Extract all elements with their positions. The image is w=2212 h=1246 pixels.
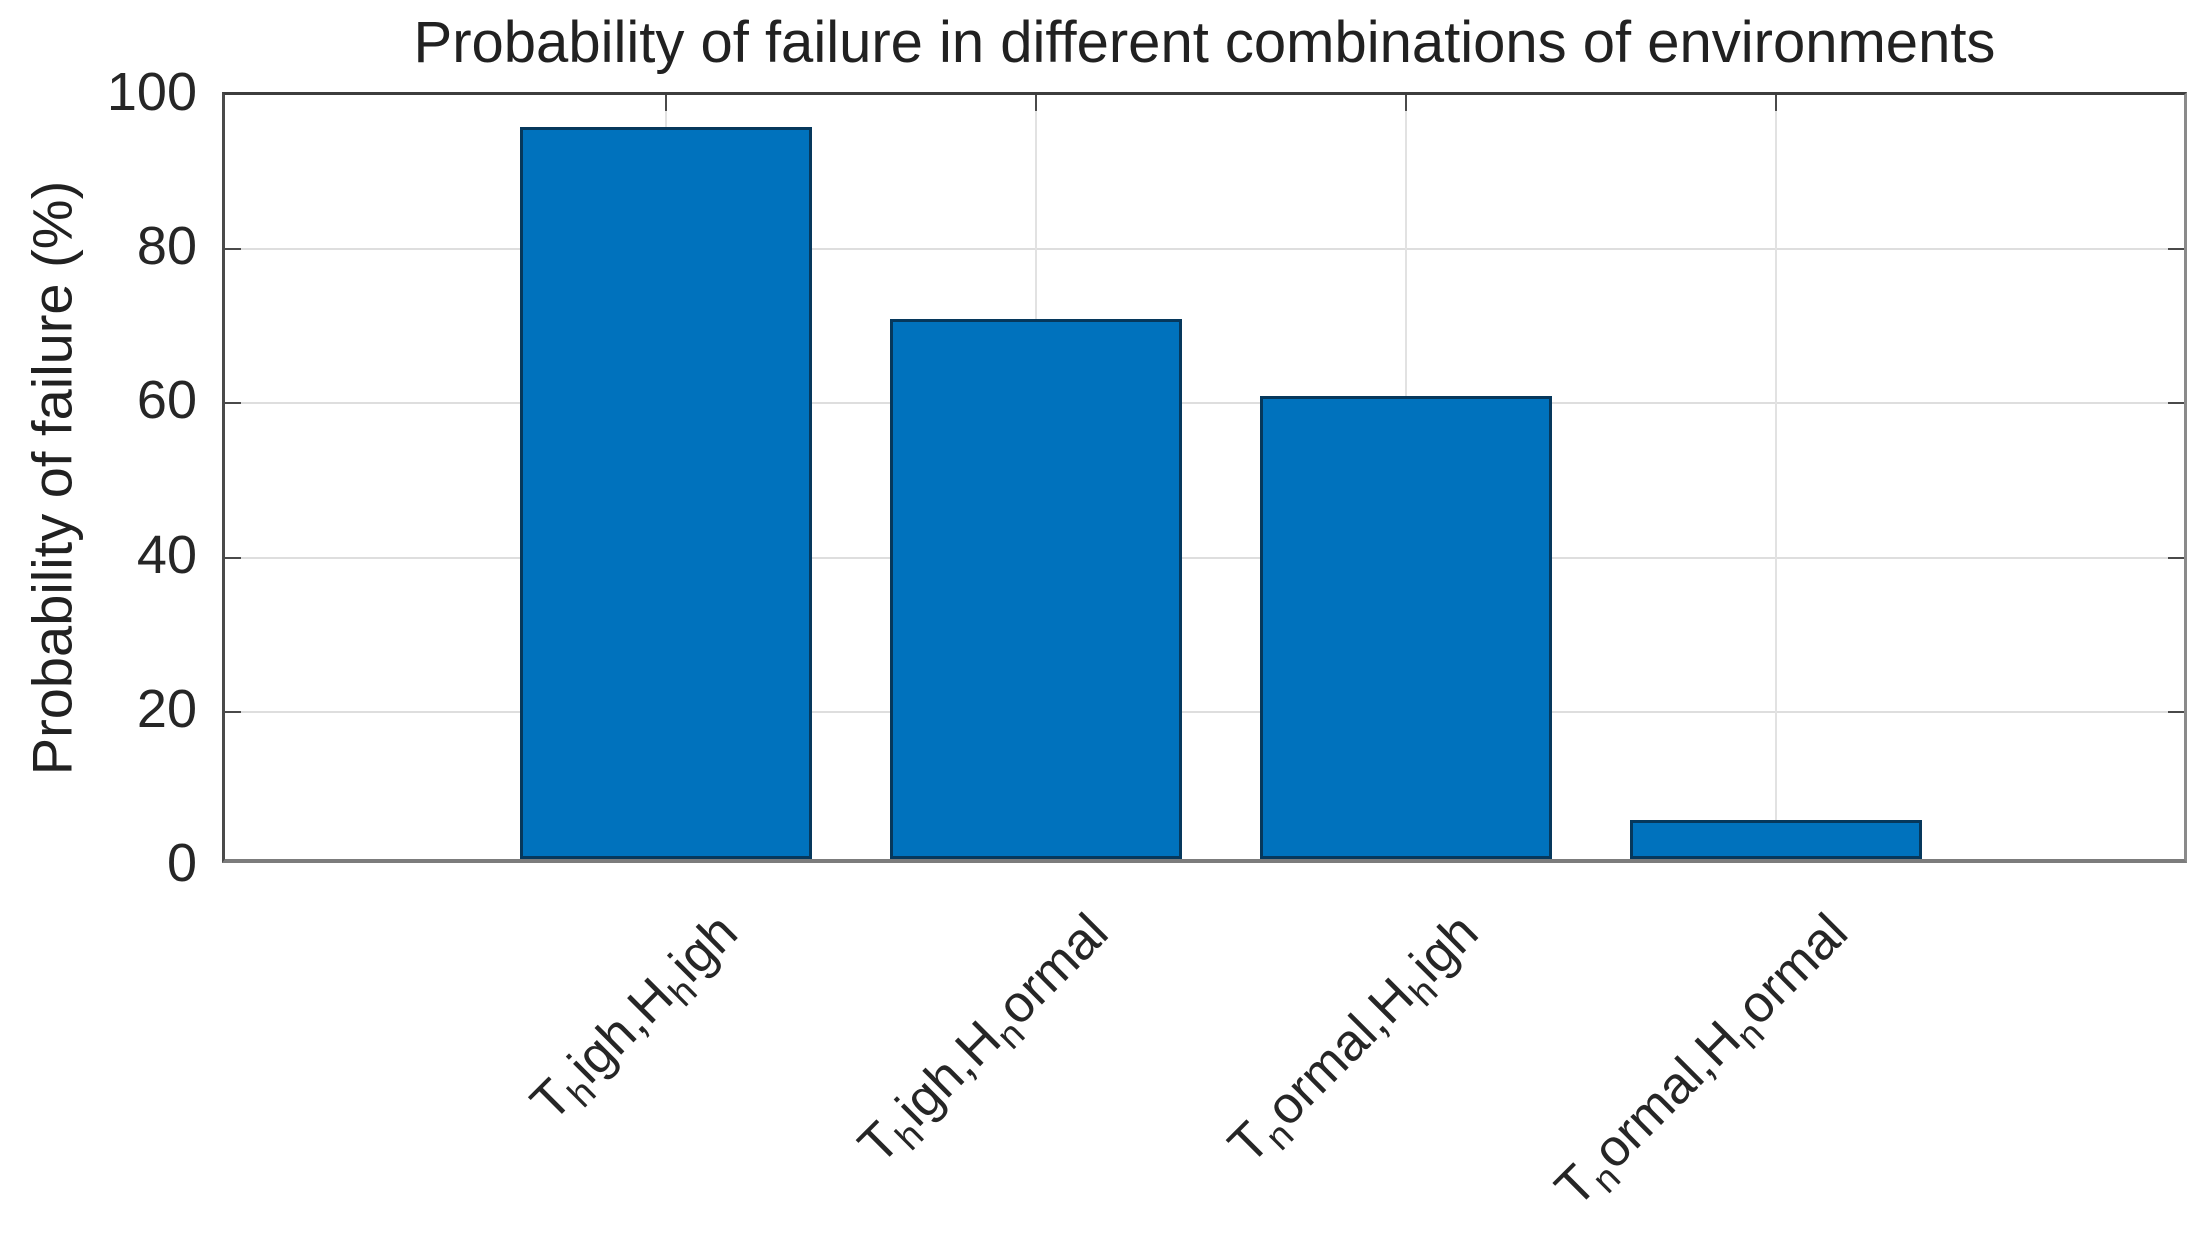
y-tick-label: 80 — [136, 216, 197, 277]
x-tick-label: Tnormal,Hnormal — [1544, 903, 1870, 1229]
bar — [889, 319, 1182, 859]
h-gridline — [225, 248, 2184, 251]
x-tick-mark — [664, 95, 667, 111]
y-tick-label: 20 — [136, 678, 197, 739]
y-tick-label: 100 — [106, 62, 197, 122]
chart-title: Probability of failure in different comb… — [413, 10, 1996, 75]
y-tick-mark — [225, 248, 241, 251]
y-tick-mark — [2168, 556, 2184, 559]
y-tick-mark — [2168, 402, 2184, 405]
bar — [1259, 396, 1552, 859]
x-tick-mark — [1774, 95, 1777, 111]
h-gridline — [225, 710, 2184, 713]
y-tick-mark — [225, 556, 241, 559]
h-gridline — [225, 402, 2184, 405]
h-gridline — [225, 556, 2184, 559]
x-tick-label: Thigh,Hhigh — [520, 903, 760, 1143]
y-tick-mark — [225, 710, 241, 713]
y-tick-mark — [2168, 248, 2184, 251]
y-tick-mark — [2168, 710, 2184, 713]
x-tick-label: Tnormal,Hhigh — [1217, 903, 1500, 1186]
label-text: ormal,H — [1582, 1010, 1752, 1180]
x-tick-label: Thigh,Hnormal — [847, 903, 1130, 1186]
x-tick-mark — [1404, 95, 1407, 111]
y-tick-label: 40 — [136, 524, 197, 585]
label-text: ormal,H — [1254, 967, 1425, 1138]
y-tick-mark — [225, 402, 241, 405]
bar — [1629, 820, 1922, 859]
bar — [519, 126, 812, 859]
plot-area — [222, 92, 2187, 863]
v-gridline — [1774, 95, 1777, 859]
y-tick-label: 60 — [136, 370, 197, 431]
x-tick-mark — [1034, 95, 1037, 111]
y-tick-label: 0 — [166, 833, 197, 893]
